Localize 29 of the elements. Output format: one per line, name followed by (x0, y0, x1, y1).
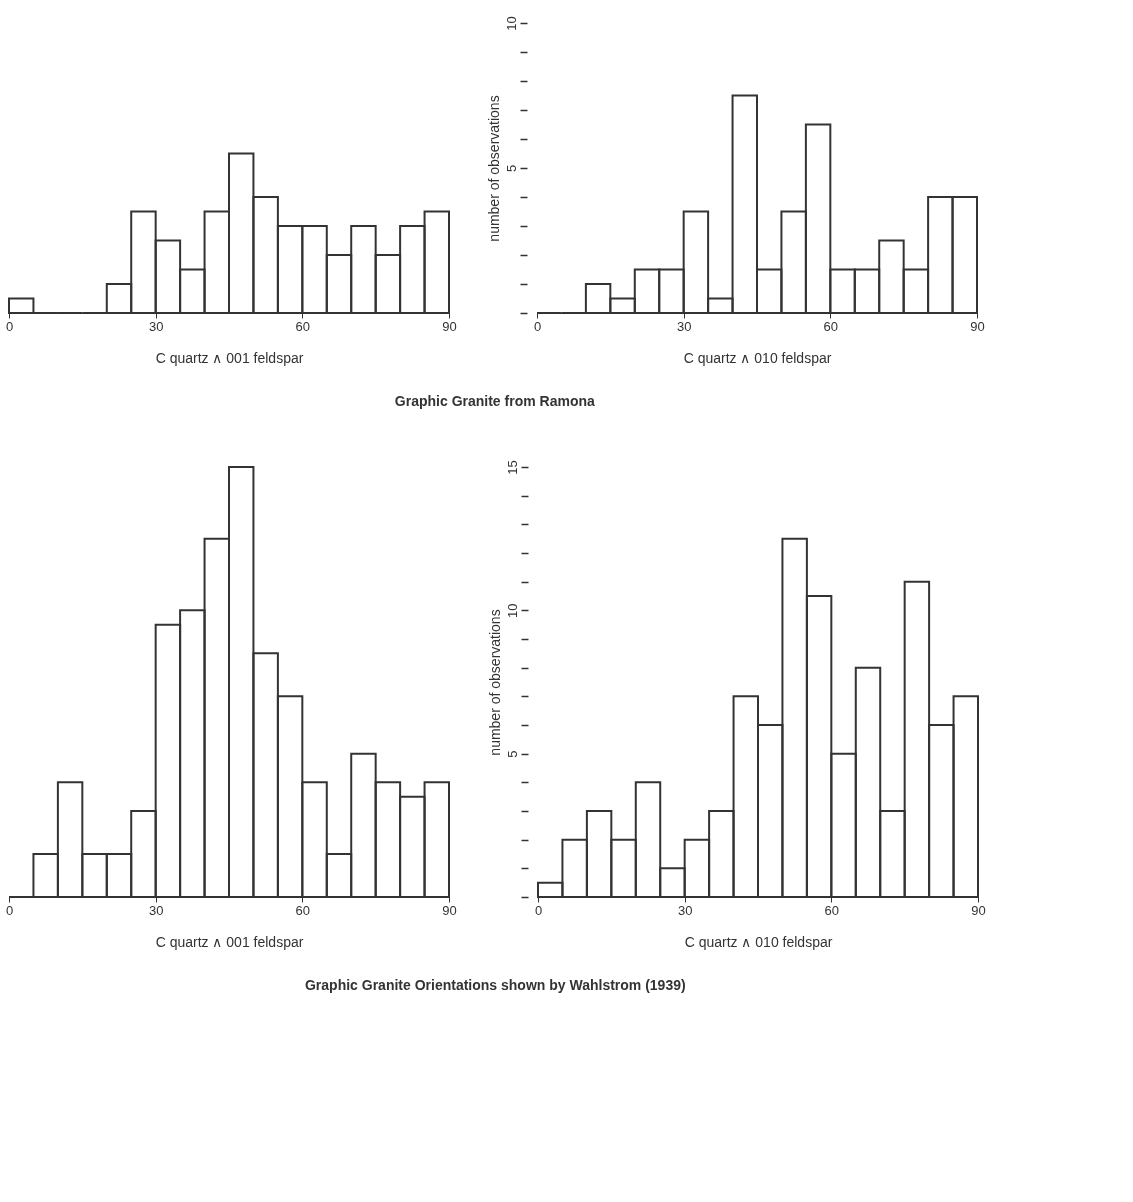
x-axis-title: C quartz ∧ 010 feldspar (684, 933, 833, 950)
x-tick-label: 30 (676, 318, 692, 334)
y-tick-label: 15 (504, 460, 520, 475)
x-tick-label: 30 (677, 902, 693, 918)
x-tick-label: 0 (5, 318, 14, 334)
x-tick-label: 60 (824, 902, 840, 918)
x-tick-label: 90 (971, 902, 986, 918)
x-axis-title: C quartz ∧ 001 feldspar (155, 933, 304, 950)
y-axis-title: number of observations (486, 609, 503, 756)
x-tick-label: 0 (5, 902, 14, 918)
y-tick-label: 5 (504, 750, 520, 758)
x-axis-title: C quartz ∧ 010 feldspar (683, 349, 832, 366)
x-tick-label: 60 (295, 318, 311, 334)
y-axis-title: number of observations (485, 95, 502, 242)
text: Graphic Granite from Ramona (394, 393, 595, 409)
y-tick-label: 10 (504, 603, 520, 619)
x-tick-label: 60 (823, 318, 839, 334)
y-tick-label: 10 (503, 16, 519, 31)
x-tick-label: 0 (534, 902, 543, 918)
x-tick-label: 90 (970, 318, 985, 334)
x-tick-label: 90 (442, 318, 457, 334)
x-tick-label: 30 (148, 318, 164, 334)
x-axis-title: C quartz ∧ 001 feldspar (155, 349, 304, 366)
x-tick-label: 30 (148, 902, 164, 918)
x-tick-label: 0 (533, 318, 542, 334)
y-tick-label: 5 (503, 164, 519, 173)
x-tick-label: 60 (295, 902, 311, 918)
text: Graphic Granite Orientations shown by Wahlstrom (1939) (304, 977, 686, 993)
x-tick-label: 90 (442, 902, 457, 918)
